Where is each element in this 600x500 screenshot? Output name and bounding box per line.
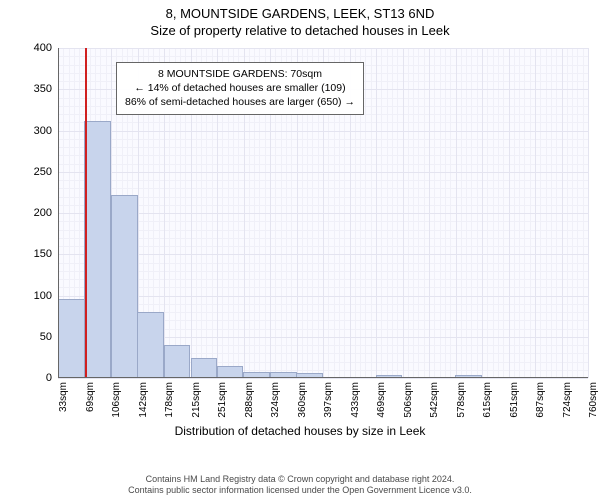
x-tick-label: 324sqm <box>270 382 281 418</box>
y-tick-label: 250 <box>34 166 52 178</box>
histogram-bar <box>191 358 218 378</box>
x-tick-label: 106sqm <box>111 382 122 418</box>
gridline-v <box>509 48 510 378</box>
x-tick-label: 578sqm <box>456 382 467 418</box>
x-axis-label: Distribution of detached houses by size … <box>0 424 600 438</box>
x-tick-label: 651sqm <box>509 382 520 418</box>
y-axis-line <box>58 48 59 378</box>
x-tick-label: 215sqm <box>191 382 202 418</box>
plot-area: 05010015020025030035040033sqm69sqm106sqm… <box>58 48 588 378</box>
y-tick-label: 0 <box>46 372 52 384</box>
gridline-v <box>376 48 377 378</box>
gridline-h <box>58 378 588 379</box>
histogram-bar <box>84 121 111 378</box>
x-tick-label: 687sqm <box>535 382 546 418</box>
gridline-v <box>403 48 404 378</box>
footer-attribution: Contains HM Land Registry data © Crown c… <box>0 474 600 497</box>
chart-title-main: 8, MOUNTSIDE GARDENS, LEEK, ST13 6ND <box>0 6 600 21</box>
x-tick-label: 69sqm <box>85 382 96 412</box>
chart-title-block: 8, MOUNTSIDE GARDENS, LEEK, ST13 6ND Siz… <box>0 0 600 38</box>
footer-line-1: Contains HM Land Registry data © Crown c… <box>0 474 600 485</box>
y-tick-label: 200 <box>34 207 52 219</box>
x-tick-label: 760sqm <box>588 382 599 418</box>
footer-line-2: Contains public sector information licen… <box>0 485 600 496</box>
y-tick-label: 100 <box>34 290 52 302</box>
gridline-v <box>456 48 457 378</box>
histogram-bar <box>111 195 138 378</box>
x-tick-label: 615sqm <box>482 382 493 418</box>
histogram-bar <box>164 345 191 378</box>
x-tick-label: 724sqm <box>562 382 573 418</box>
info-line-3: 86% of semi-detached houses are larger (… <box>125 95 355 109</box>
x-tick-label: 469sqm <box>376 382 387 418</box>
property-info-box: 8 MOUNTSIDE GARDENS: 70sqm← 14% of detac… <box>116 62 364 115</box>
y-tick-label: 350 <box>34 83 52 95</box>
x-tick-label: 506sqm <box>403 382 414 418</box>
x-tick-label: 142sqm <box>138 382 149 418</box>
gridline-v <box>588 48 589 378</box>
chart-title-sub: Size of property relative to detached ho… <box>0 23 600 38</box>
property-marker-line <box>85 48 87 378</box>
x-tick-label: 433sqm <box>350 382 361 418</box>
info-line-2: ← 14% of detached houses are smaller (10… <box>125 81 355 95</box>
histogram-bar <box>58 299 85 378</box>
x-tick-label: 251sqm <box>217 382 228 418</box>
histogram-bar <box>137 312 164 378</box>
y-tick-label: 150 <box>34 248 52 260</box>
gridline-v <box>535 48 536 378</box>
x-tick-label: 397sqm <box>323 382 334 418</box>
gridline-v <box>482 48 483 378</box>
y-tick-label: 400 <box>34 42 52 54</box>
y-tick-label: 50 <box>40 331 52 343</box>
chart-area: Number of detached properties 0501001502… <box>0 44 600 444</box>
gridline-v <box>562 48 563 378</box>
x-tick-label: 360sqm <box>297 382 308 418</box>
gridline-v <box>429 48 430 378</box>
x-axis-line <box>58 377 588 378</box>
y-tick-label: 300 <box>34 125 52 137</box>
x-tick-label: 542sqm <box>429 382 440 418</box>
info-line-1: 8 MOUNTSIDE GARDENS: 70sqm <box>125 67 355 81</box>
x-tick-label: 33sqm <box>58 382 69 412</box>
x-tick-label: 178sqm <box>164 382 175 418</box>
x-tick-label: 288sqm <box>244 382 255 418</box>
